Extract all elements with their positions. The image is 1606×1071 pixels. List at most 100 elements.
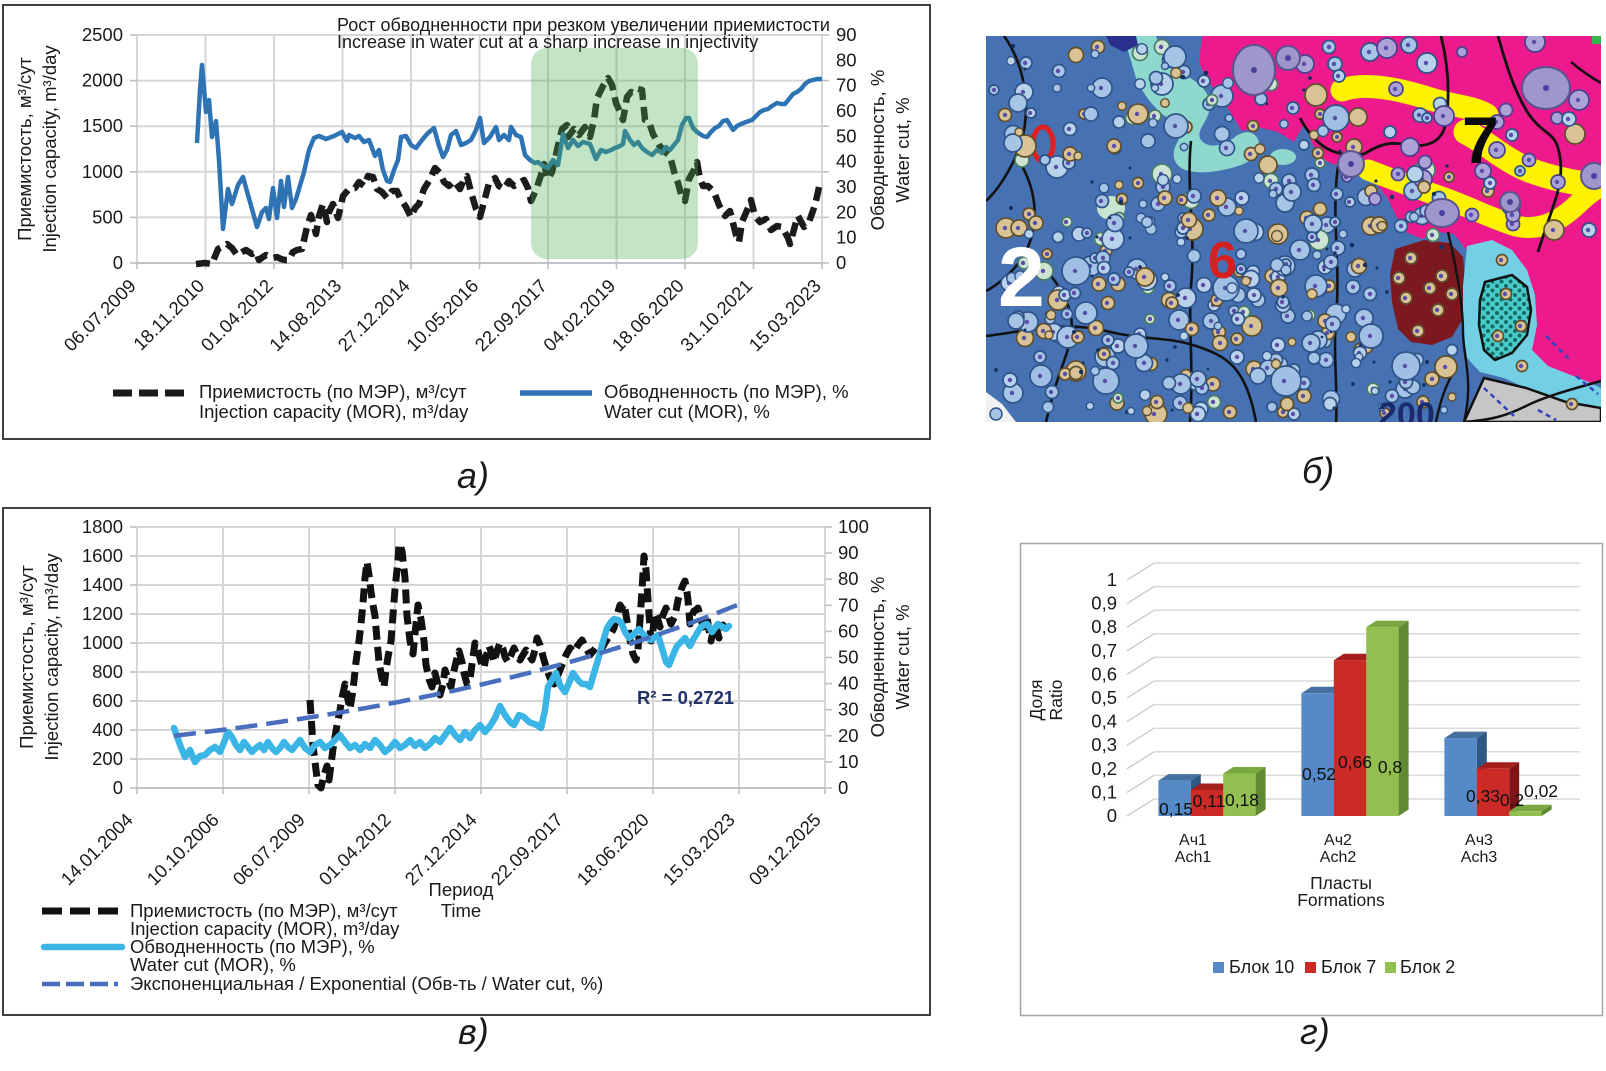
- svg-text:2000: 2000: [82, 70, 123, 91]
- svg-text:0: 0: [1107, 805, 1117, 826]
- svg-text:1600: 1600: [82, 545, 123, 566]
- svg-text:10: 10: [836, 227, 857, 248]
- svg-text:500: 500: [92, 206, 123, 227]
- svg-text:50: 50: [836, 125, 857, 146]
- svg-text:0,2: 0,2: [1500, 790, 1524, 810]
- svg-text:1000: 1000: [82, 161, 123, 182]
- svg-text:2500: 2500: [82, 24, 123, 45]
- svg-text:0,33: 0,33: [1466, 786, 1500, 806]
- svg-text:0,52: 0,52: [1302, 764, 1336, 784]
- svg-text:Ach3: Ach3: [1461, 849, 1498, 866]
- svg-text:100: 100: [838, 516, 869, 537]
- svg-text:Ach1: Ach1: [1175, 849, 1212, 866]
- svg-text:1: 1: [1107, 569, 1117, 590]
- svg-text:30: 30: [836, 176, 857, 197]
- svg-text:1800: 1800: [82, 516, 123, 537]
- svg-text:0,2: 0,2: [1091, 758, 1117, 779]
- svg-text:Injection capacity (MOR), m³/d: Injection capacity (MOR), m³/day: [130, 918, 400, 939]
- svg-text:Блок 2: Блок 2: [1400, 957, 1455, 977]
- svg-text:Рост обводненности при резком: Рост обводненности при резком увеличении…: [337, 15, 830, 35]
- svg-text:Injection capacity (MOR), m³/d: Injection capacity (MOR), m³/day: [199, 401, 469, 422]
- svg-text:20: 20: [838, 725, 859, 746]
- svg-text:0,18: 0,18: [1225, 790, 1259, 810]
- svg-text:а): а): [457, 455, 489, 496]
- svg-text:40: 40: [836, 151, 857, 172]
- svg-text:70: 70: [836, 75, 857, 96]
- svg-text:0,5: 0,5: [1091, 687, 1117, 708]
- svg-text:в): в): [458, 1011, 489, 1052]
- svg-text:0,8: 0,8: [1091, 616, 1117, 637]
- svg-text:800: 800: [92, 661, 123, 682]
- svg-text:90: 90: [836, 24, 857, 45]
- svg-text:Блок 7: Блок 7: [1321, 957, 1376, 977]
- svg-text:1400: 1400: [82, 574, 123, 595]
- svg-text:Water cut, %: Water cut, %: [892, 97, 913, 202]
- svg-text:Экспоненциальная / Exponential: Экспоненциальная / Exponential (Обв-ть /…: [130, 973, 603, 994]
- svg-text:г): г): [1300, 1011, 1330, 1052]
- svg-text:80: 80: [836, 49, 857, 70]
- svg-text:Ач1: Ач1: [1179, 832, 1207, 849]
- svg-text:1200: 1200: [82, 603, 123, 624]
- svg-text:6: 6: [1208, 232, 1237, 290]
- svg-text:0,02: 0,02: [1524, 781, 1558, 801]
- svg-text:Increase in water cut at a sha: Increase in water cut at a sharp increas…: [337, 32, 758, 52]
- svg-text:1500: 1500: [82, 115, 123, 136]
- svg-text:400: 400: [92, 719, 123, 740]
- svg-text:Приемистость, м³/сут: Приемистость, м³/сут: [16, 565, 37, 749]
- svg-text:0,9: 0,9: [1091, 593, 1117, 614]
- svg-text:Приемистость (по МЭР), м³/сут: Приемистость (по МЭР), м³/сут: [199, 381, 467, 402]
- svg-text:Пласты: Пласты: [1310, 873, 1372, 893]
- svg-text:Приемистость (по МЭР), м³/сут: Приемистость (по МЭР), м³/сут: [130, 900, 398, 921]
- svg-text:Water cut, %: Water cut, %: [892, 604, 913, 709]
- svg-text:Доля: Доля: [1026, 679, 1046, 720]
- svg-text:Time: Time: [441, 900, 481, 921]
- svg-text:0: 0: [113, 252, 123, 273]
- svg-text:20: 20: [836, 201, 857, 222]
- svg-text:80: 80: [838, 568, 859, 589]
- svg-text:Ach2: Ach2: [1320, 849, 1357, 866]
- svg-text:0,7: 0,7: [1091, 640, 1117, 661]
- svg-text:40: 40: [838, 673, 859, 694]
- svg-text:0,11: 0,11: [1193, 791, 1226, 811]
- svg-text:Water cut (MOR), %: Water cut (MOR), %: [604, 401, 770, 422]
- svg-text:60: 60: [838, 620, 859, 641]
- svg-text:Обводненность (по МЭР), %: Обводненность (по МЭР), %: [130, 936, 375, 957]
- svg-text:Приемистость, м³/сут: Приемистость, м³/сут: [14, 57, 35, 241]
- svg-text:0,8: 0,8: [1378, 757, 1402, 777]
- svg-text:10: 10: [838, 751, 859, 772]
- svg-text:Обводненность, %: Обводненность, %: [867, 70, 888, 231]
- svg-text:Обводненность, %: Обводненность, %: [867, 577, 888, 738]
- svg-text:Обводненность (по МЭР), %: Обводненность (по МЭР), %: [604, 381, 849, 402]
- svg-text:60: 60: [836, 100, 857, 121]
- svg-text:70: 70: [838, 594, 859, 615]
- svg-text:R² = 0,2721: R² = 0,2721: [637, 687, 734, 708]
- svg-text:Injection capacity, m³/day: Injection capacity, m³/day: [39, 45, 60, 253]
- svg-text:Injection capacity, m³/day: Injection capacity, m³/day: [41, 553, 62, 761]
- svg-text:0,4: 0,4: [1091, 711, 1117, 732]
- svg-text:1000: 1000: [82, 632, 123, 653]
- svg-text:Ratio: Ratio: [1046, 680, 1066, 721]
- svg-text:0,1: 0,1: [1091, 781, 1117, 802]
- svg-text:0,15: 0,15: [1159, 799, 1193, 819]
- svg-text:Water cut (MOR), %: Water cut (MOR), %: [130, 954, 296, 975]
- svg-text:0: 0: [113, 777, 123, 798]
- svg-text:0: 0: [838, 777, 848, 798]
- svg-text:2: 2: [998, 230, 1045, 324]
- svg-text:200: 200: [92, 748, 123, 769]
- svg-text:90: 90: [838, 542, 859, 563]
- svg-text:7: 7: [1462, 103, 1499, 177]
- svg-text:30: 30: [838, 699, 859, 720]
- svg-text:б): б): [1302, 450, 1334, 491]
- svg-text:0,6: 0,6: [1091, 663, 1117, 684]
- svg-text:Блок 10: Блок 10: [1229, 957, 1294, 977]
- svg-text:Ач2: Ач2: [1324, 832, 1352, 849]
- svg-text:Formations: Formations: [1297, 890, 1385, 910]
- svg-text:0,66: 0,66: [1338, 752, 1372, 772]
- svg-text:200: 200: [1378, 396, 1435, 434]
- svg-text:Период: Период: [429, 879, 494, 900]
- svg-text:50: 50: [838, 647, 859, 668]
- svg-text:Ач3: Ач3: [1465, 832, 1493, 849]
- svg-text:600: 600: [92, 690, 123, 711]
- svg-text:0: 0: [836, 252, 846, 273]
- svg-text:0,3: 0,3: [1091, 734, 1117, 755]
